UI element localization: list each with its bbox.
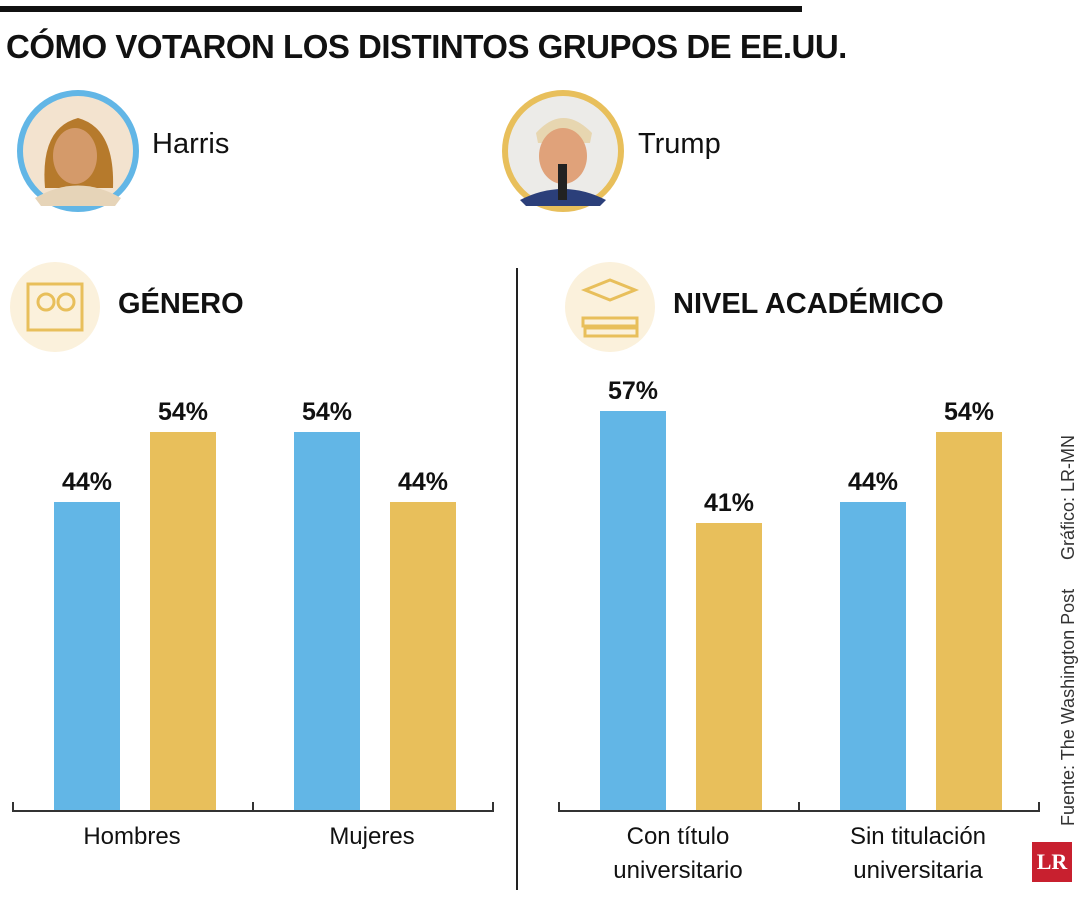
value-label: 54% bbox=[157, 398, 209, 426]
top-rule bbox=[0, 6, 802, 12]
axis-tick bbox=[12, 802, 14, 812]
value-label: 57% bbox=[607, 377, 659, 405]
bar bbox=[936, 432, 1002, 810]
x-tick-label: Mujeres bbox=[329, 823, 415, 850]
value-label: 54% bbox=[943, 398, 995, 426]
source: Fuente: The Washington Post bbox=[1058, 588, 1078, 826]
trump-photo bbox=[502, 90, 624, 212]
bar bbox=[294, 432, 360, 810]
axis-tick bbox=[252, 802, 254, 812]
value-label: 54% bbox=[301, 398, 353, 426]
harris-photo bbox=[17, 90, 139, 212]
axis-tick bbox=[558, 802, 560, 812]
gender-icon bbox=[10, 262, 100, 352]
axis-tick bbox=[492, 802, 494, 812]
chart-title: GÉNERO bbox=[118, 288, 244, 320]
bar bbox=[390, 502, 456, 810]
title: CÓMO VOTARON LOS DISTINTOS GRUPOS DE EE.… bbox=[6, 28, 847, 65]
logo: LR bbox=[1032, 842, 1072, 882]
bar bbox=[600, 411, 666, 810]
value-label: 44% bbox=[61, 468, 113, 496]
legend-label: Harris bbox=[152, 128, 230, 160]
separator bbox=[516, 268, 518, 890]
value-label: 44% bbox=[397, 468, 449, 496]
legend-label: Trump bbox=[638, 128, 721, 160]
bar bbox=[840, 502, 906, 810]
value-label: 41% bbox=[703, 489, 755, 517]
bar bbox=[696, 523, 762, 810]
axis-tick bbox=[1038, 802, 1040, 812]
x-tick-label: Con título universitario bbox=[613, 823, 743, 884]
bar bbox=[54, 502, 120, 810]
axis-tick bbox=[798, 802, 800, 812]
bar bbox=[150, 432, 216, 810]
credit: Gráfico: LR-MN bbox=[1058, 434, 1078, 560]
education-icon bbox=[565, 262, 655, 352]
x-tick-label: Sin titulación universitaria bbox=[849, 823, 987, 884]
x-tick-label: Hombres bbox=[83, 823, 181, 850]
chart-title: NIVEL ACADÉMICO bbox=[673, 288, 944, 320]
value-label: 44% bbox=[847, 468, 899, 496]
